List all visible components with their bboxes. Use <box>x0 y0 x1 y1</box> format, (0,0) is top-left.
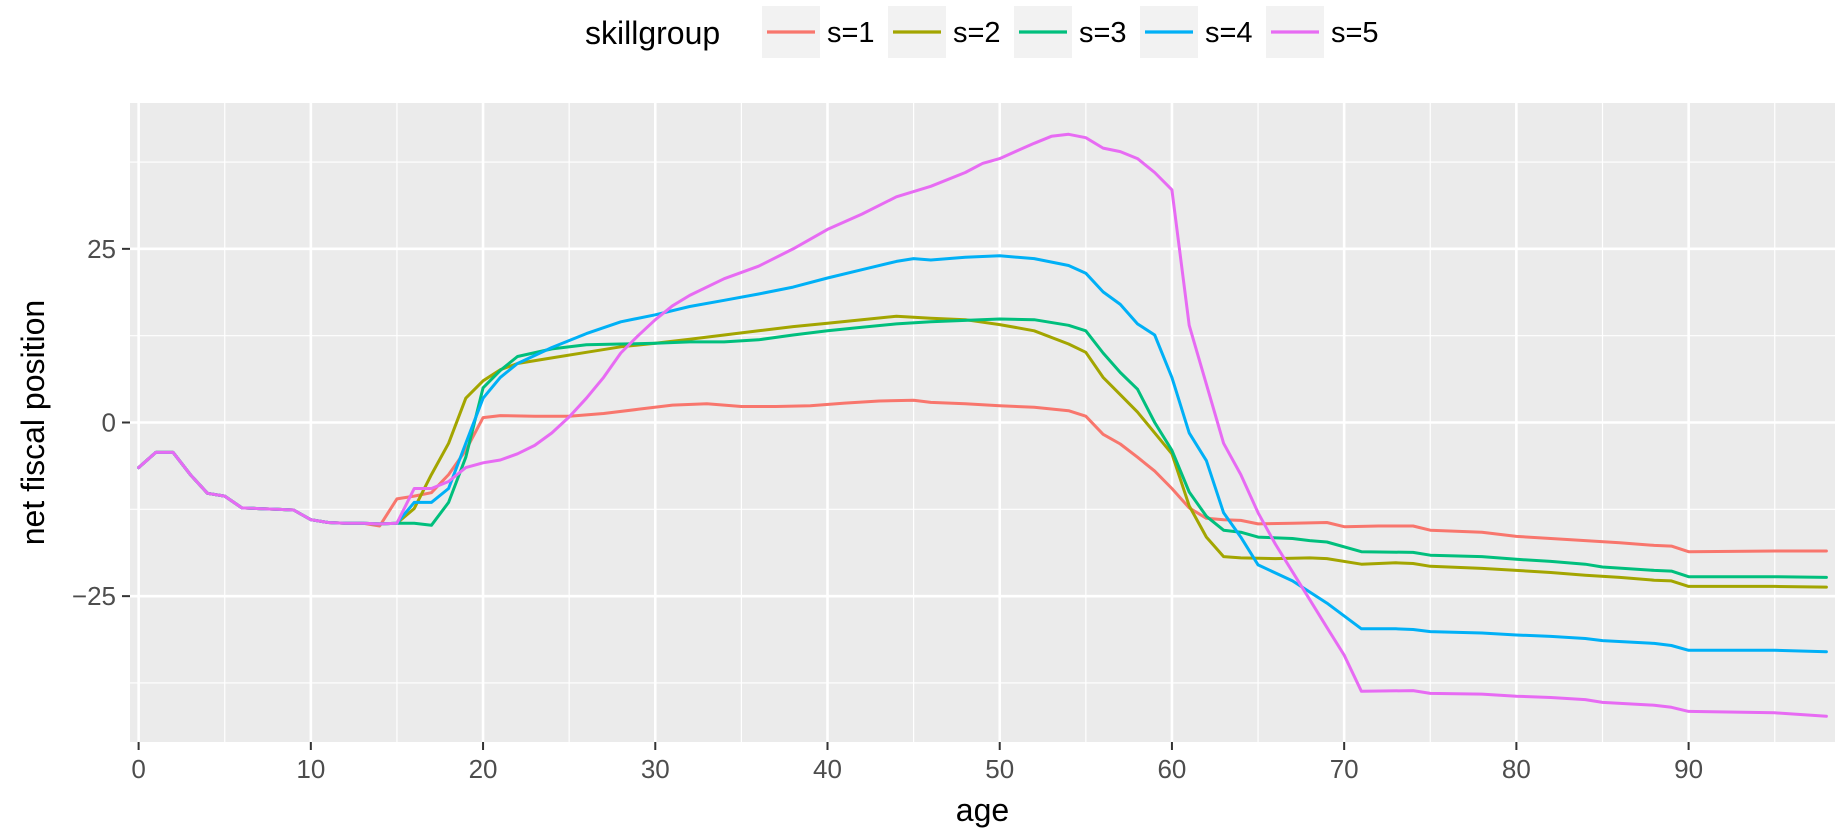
y-tick-label: −25 <box>72 581 116 611</box>
legend-label: s=1 <box>827 17 875 49</box>
legend-title: skillgroup <box>585 15 720 51</box>
legend-label: s=3 <box>1079 17 1127 49</box>
legend: skillgroup s=1 s=2 s=3 s=4 s=5 <box>585 6 1379 58</box>
legend-item-s4: s=4 <box>1140 6 1253 58</box>
x-tick-label: 30 <box>641 754 670 784</box>
x-tick-label: 60 <box>1157 754 1186 784</box>
series-line-s5 <box>137 132 1828 718</box>
x-tick-label: 90 <box>1674 754 1703 784</box>
axes: 0 10 20 30 40 50 60 70 80 90 −25 0 25 <box>72 234 1703 784</box>
x-tick-label: 20 <box>469 754 498 784</box>
legend-label: s=4 <box>1205 17 1253 49</box>
x-tick-label: 0 <box>131 754 145 784</box>
legend-item-s3: s=3 <box>1014 6 1127 58</box>
y-tick-label: 25 <box>87 234 116 264</box>
legend-item-s5: s=5 <box>1266 6 1379 58</box>
x-tick-label: 10 <box>296 754 325 784</box>
y-tick-label: 0 <box>102 408 116 438</box>
x-tick-label: 40 <box>813 754 842 784</box>
gridlines <box>130 103 1835 742</box>
x-tick-label: 70 <box>1330 754 1359 784</box>
x-axis-title: age <box>956 792 1009 828</box>
series-lines <box>137 132 1828 718</box>
y-axis-title: net fiscal position <box>15 300 51 545</box>
legend-item-s1: s=1 <box>762 6 875 58</box>
x-tick-label: 50 <box>985 754 1014 784</box>
x-tick-label: 80 <box>1502 754 1531 784</box>
legend-label: s=2 <box>953 17 1001 49</box>
legend-item-s2: s=2 <box>888 6 1001 58</box>
legend-label: s=5 <box>1331 17 1379 49</box>
